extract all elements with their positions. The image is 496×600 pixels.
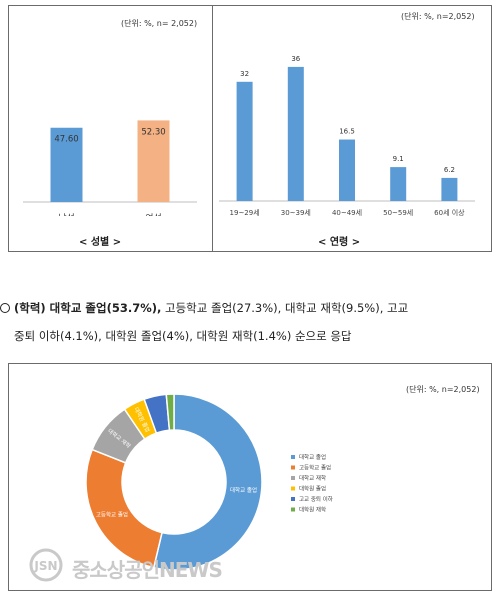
legend-label-1: 대학교 졸업 [299,453,326,461]
summary-line-1: (학력) 대학교 졸업(53.7%), 고등학교 졸업(27.3%), 대학교 … [0,300,408,316]
gender-chart-caption: < 성별 > [79,237,122,248]
donut-slice-6 [165,393,175,432]
tick-label-5: 60세 이상 [434,208,465,217]
logo-lettering: JSN [33,559,57,573]
tick-label-3: 40~49세 [332,208,362,217]
legend-label-5: 고교 중퇴 이하 [299,495,333,503]
bar-1 [236,81,253,201]
tick-label-1: 19~29세 [230,208,260,217]
data-label-2: 52.30 [141,127,165,137]
legend-label-2: 고등학교 졸업 [299,464,331,472]
bar-4 [390,167,407,201]
data-label-3: 16.5 [339,128,355,136]
summary-line-2: 중퇴 이하(4.1%), 대학원 졸업(4%), 대학원 재학(1.4%) 순으… [14,329,352,343]
tick-label-4: 50~59세 [383,208,413,217]
tick-label-2: 30~39세 [281,208,311,217]
slice-label-2: 고등학교 졸업 [96,510,128,518]
legend-swatch-6 [291,507,295,512]
bar-2 [137,120,170,202]
news-logo-icon: JSN [29,548,63,582]
bar-3 [339,139,355,201]
data-label-2: 36 [291,55,300,63]
donut-slice-1 [152,393,263,571]
education-chart-panel: (단위: %, n=2,052) 대학교 졸업 고등학교 졸업 대학교 재학 대학원 … [8,363,492,591]
gender-bar-chart: 47.60 남성 52.30 여성 [23,120,197,216]
data-label-1: 47.60 [54,135,78,145]
bullet-circle-icon [0,303,10,313]
news-watermark: JSN 중소상공인NEWS [28,548,258,582]
bar-5 [441,177,458,201]
summary-line-1-rest: 고등학교 졸업(27.3%), 대학교 재학(9.5%), 고교 [161,301,409,315]
gender-unit-note: (단위: %, n= 2,052) [121,19,198,28]
donut-slice-2 [85,448,163,569]
data-label-5: 6.2 [444,166,455,174]
bar-1 [50,127,83,202]
age-bar-chart: 32 19~29세 36 30~39세 16.5 40~49세 9.1 50~59세 6.2 60… [219,55,475,217]
data-label-1: 32 [240,70,249,78]
bar-2 [287,66,304,202]
data-label-4: 9.1 [393,155,404,163]
legend-swatch-1 [291,455,295,459]
slice-label-1: 대학교 졸업 [230,486,257,494]
watermark-text: 중소상공인NEWS [72,558,223,582]
legend-swatch-3 [291,476,295,480]
age-unit-note: (단위: %, n=2,052) [401,12,475,21]
tick-label-1: 남성 [58,213,75,216]
panel-divider [212,6,213,251]
legend-label-4: 대학원 졸업 [299,485,326,493]
top-chart-panel: (단위: %, n= 2,052) 47.60남성52.30여성 < 성별 > … [8,5,492,252]
legend-label-6: 대학원 재학 [299,506,326,514]
age-chart-caption: < 연령 > [318,237,361,248]
summary-highlight: (학력) 대학교 졸업(53.7%), [14,301,162,315]
legend-swatch-2 [291,465,295,470]
legend-swatch-4 [291,486,295,491]
legend-label-3: 대학교 재학 [299,474,326,482]
tick-label-2: 여성 [145,212,162,216]
education-unit-note: (단위: %, n=2,052) [406,385,480,394]
legend-swatch-5 [291,497,295,501]
